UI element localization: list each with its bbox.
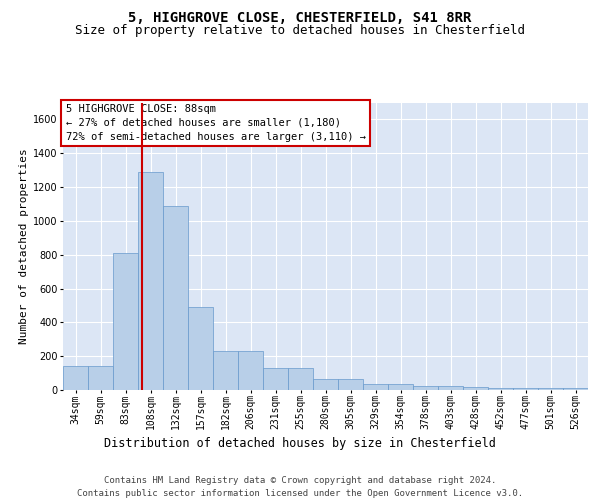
- Bar: [413, 386, 438, 390]
- Text: Contains public sector information licensed under the Open Government Licence v3: Contains public sector information licen…: [77, 489, 523, 498]
- Bar: [163, 206, 188, 390]
- Bar: [288, 368, 313, 390]
- Bar: [463, 388, 488, 390]
- Bar: [313, 379, 338, 390]
- Bar: [338, 379, 363, 390]
- Bar: [363, 384, 388, 390]
- Text: 5, HIGHGROVE CLOSE, CHESTERFIELD, S41 8RR: 5, HIGHGROVE CLOSE, CHESTERFIELD, S41 8R…: [128, 11, 472, 25]
- Bar: [538, 388, 563, 390]
- Bar: [388, 384, 413, 390]
- Text: Size of property relative to detached houses in Chesterfield: Size of property relative to detached ho…: [75, 24, 525, 37]
- Bar: [113, 253, 138, 390]
- Bar: [563, 388, 588, 390]
- Text: Distribution of detached houses by size in Chesterfield: Distribution of detached houses by size …: [104, 438, 496, 450]
- Text: 5 HIGHGROVE CLOSE: 88sqm
← 27% of detached houses are smaller (1,180)
72% of sem: 5 HIGHGROVE CLOSE: 88sqm ← 27% of detach…: [65, 104, 365, 142]
- Bar: [138, 172, 163, 390]
- Text: Contains HM Land Registry data © Crown copyright and database right 2024.: Contains HM Land Registry data © Crown c…: [104, 476, 496, 485]
- Y-axis label: Number of detached properties: Number of detached properties: [19, 148, 29, 344]
- Bar: [263, 368, 288, 390]
- Bar: [188, 307, 213, 390]
- Bar: [513, 388, 538, 390]
- Bar: [88, 366, 113, 390]
- Bar: [488, 388, 513, 390]
- Bar: [438, 386, 463, 390]
- Bar: [213, 351, 238, 390]
- Bar: [63, 366, 88, 390]
- Bar: [238, 351, 263, 390]
